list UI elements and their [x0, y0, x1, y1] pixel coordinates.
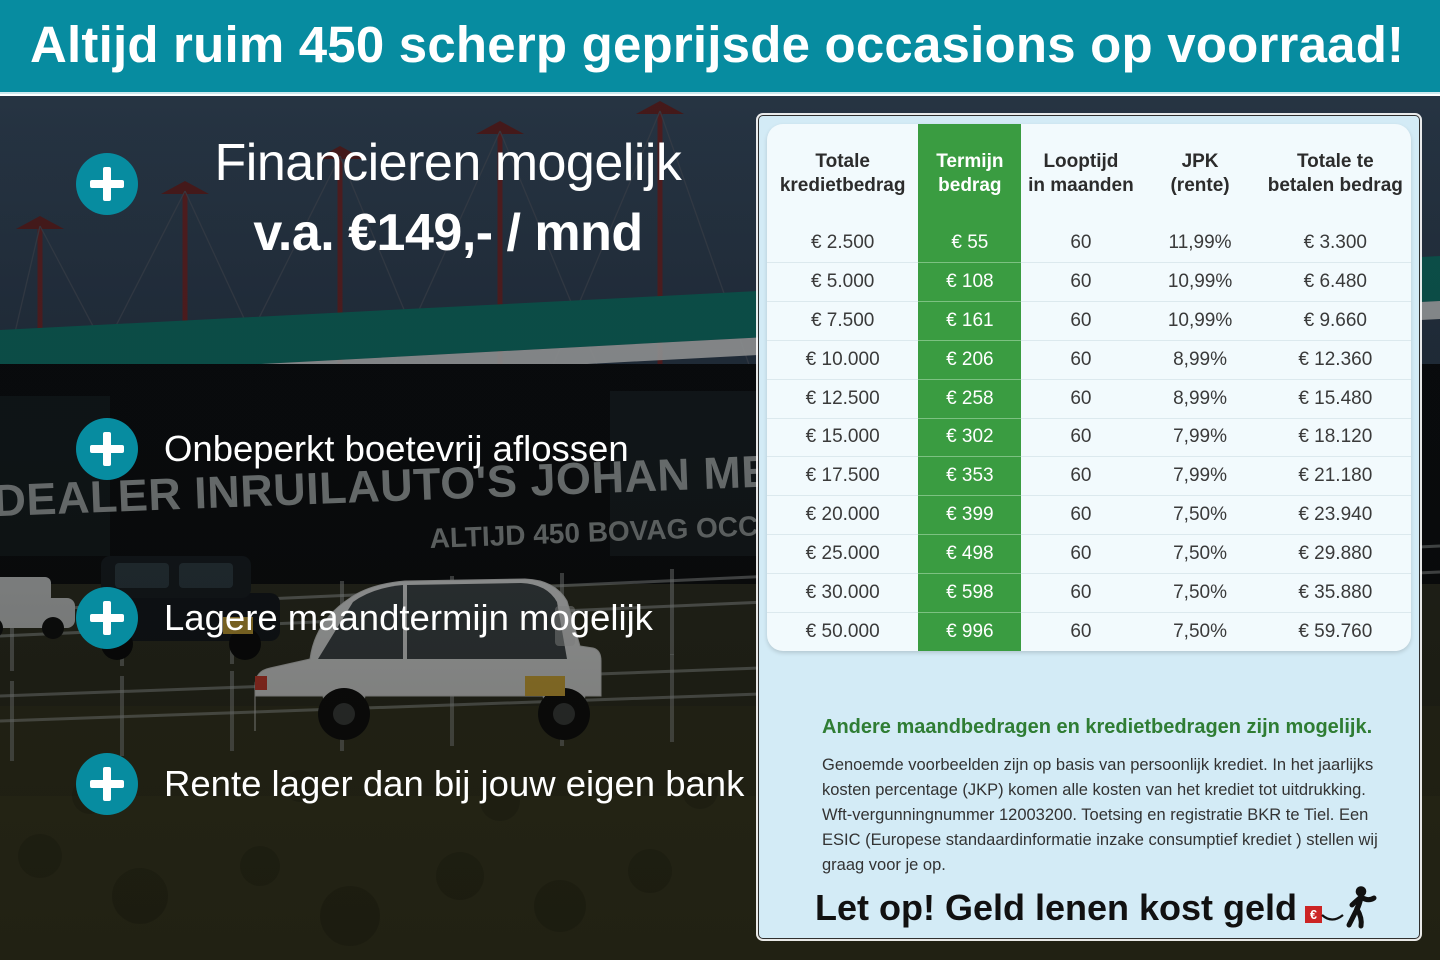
svg-text:€: € — [1310, 908, 1317, 922]
